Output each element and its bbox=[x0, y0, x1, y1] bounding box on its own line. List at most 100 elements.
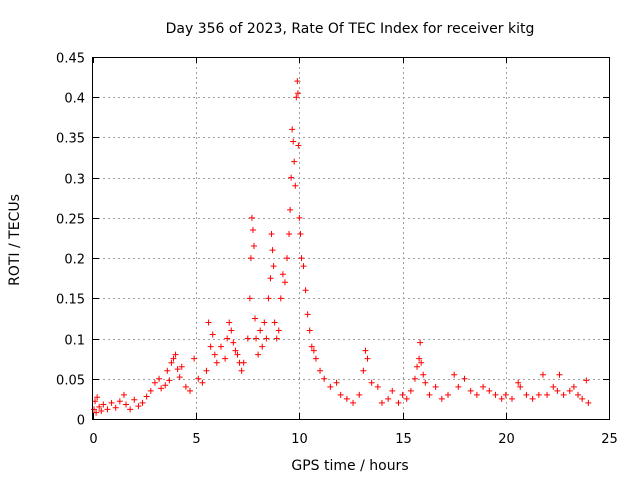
data-point bbox=[403, 395, 410, 402]
data-point bbox=[162, 382, 169, 389]
data-point bbox=[422, 379, 429, 386]
data-point bbox=[502, 391, 509, 398]
data-point bbox=[281, 279, 288, 286]
data-point bbox=[127, 406, 134, 413]
data-point bbox=[261, 319, 268, 326]
data-point bbox=[426, 391, 433, 398]
data-point bbox=[108, 399, 115, 406]
y-tick-label: 0 bbox=[77, 414, 85, 429]
data-point bbox=[399, 391, 406, 398]
x-tick-label: 20 bbox=[498, 432, 515, 447]
data-point bbox=[172, 351, 179, 358]
data-point bbox=[418, 359, 425, 366]
data-point bbox=[438, 395, 445, 402]
data-point bbox=[232, 347, 239, 354]
data-point bbox=[455, 383, 462, 390]
data-point bbox=[445, 391, 452, 398]
data-point bbox=[284, 255, 291, 262]
data-point bbox=[356, 391, 363, 398]
data-point bbox=[498, 395, 505, 402]
y-tick-label: 0.15 bbox=[56, 293, 85, 308]
data-point bbox=[205, 319, 212, 326]
data-point bbox=[293, 94, 300, 101]
data-point bbox=[187, 387, 194, 394]
data-point bbox=[385, 395, 392, 402]
plot-frame bbox=[92, 57, 610, 420]
data-point bbox=[176, 374, 183, 381]
data-point bbox=[414, 363, 421, 370]
data-point bbox=[230, 339, 237, 346]
data-point bbox=[321, 375, 328, 382]
data-point bbox=[209, 331, 216, 338]
data-point bbox=[250, 243, 257, 250]
data-point bbox=[317, 367, 324, 374]
data-point bbox=[273, 335, 280, 342]
data-point bbox=[178, 363, 185, 370]
data-point bbox=[395, 399, 402, 406]
data-point bbox=[306, 327, 313, 334]
data-point bbox=[168, 359, 175, 366]
data-point bbox=[583, 377, 590, 384]
data-point bbox=[473, 391, 480, 398]
data-point bbox=[295, 142, 302, 149]
data-point bbox=[265, 295, 272, 302]
x-tick-label: 5 bbox=[192, 432, 200, 447]
y-tick-label: 0.2 bbox=[64, 253, 85, 268]
data-point bbox=[104, 406, 111, 413]
y-tick-label: 0.25 bbox=[56, 213, 85, 228]
data-point bbox=[304, 311, 311, 318]
data-point bbox=[575, 391, 582, 398]
data-point bbox=[247, 255, 254, 262]
data-point bbox=[158, 385, 165, 392]
y-axis-title: ROTI / TECUs bbox=[7, 194, 23, 286]
y-tick-label: 0.35 bbox=[56, 132, 85, 147]
data-point bbox=[508, 395, 515, 402]
data-point bbox=[535, 391, 542, 398]
chart-title: Day 356 of 2023, Rate Of TEC Index for r… bbox=[166, 21, 535, 37]
grid-layer bbox=[93, 57, 609, 419]
data-point bbox=[368, 379, 375, 386]
data-point bbox=[297, 230, 304, 237]
data-point bbox=[360, 367, 367, 374]
data-point bbox=[279, 271, 286, 278]
data-point bbox=[579, 395, 586, 402]
data-point bbox=[362, 347, 369, 354]
data-point bbox=[378, 399, 385, 406]
data-point bbox=[199, 379, 206, 386]
data-point bbox=[432, 383, 439, 390]
data-point bbox=[164, 367, 171, 374]
data-point bbox=[217, 343, 224, 350]
x-axis-title: GPS time / hours bbox=[291, 458, 408, 474]
x-tick-label: 10 bbox=[291, 432, 308, 447]
data-point bbox=[570, 383, 577, 390]
data-point bbox=[585, 399, 592, 406]
data-point bbox=[364, 355, 371, 362]
data-point bbox=[240, 359, 247, 366]
data-point bbox=[123, 401, 130, 408]
data-point bbox=[420, 371, 427, 378]
data-point bbox=[224, 335, 231, 342]
data-point bbox=[269, 247, 276, 254]
data-point bbox=[170, 355, 177, 362]
data-point bbox=[416, 355, 423, 362]
data-point bbox=[203, 367, 210, 374]
data-points bbox=[91, 78, 592, 416]
data-point bbox=[246, 295, 253, 302]
data-point bbox=[337, 391, 344, 398]
data-point bbox=[486, 387, 493, 394]
data-point bbox=[294, 90, 301, 97]
data-point bbox=[554, 387, 561, 394]
data-point bbox=[100, 401, 107, 408]
data-point bbox=[93, 409, 100, 416]
data-point bbox=[308, 343, 315, 350]
data-point bbox=[234, 351, 241, 358]
data-point bbox=[213, 359, 220, 366]
data-point bbox=[207, 343, 214, 350]
data-point bbox=[292, 182, 299, 189]
data-point bbox=[238, 367, 245, 374]
data-point bbox=[143, 393, 150, 400]
data-point bbox=[252, 315, 259, 322]
data-point bbox=[96, 403, 103, 410]
data-point bbox=[389, 387, 396, 394]
